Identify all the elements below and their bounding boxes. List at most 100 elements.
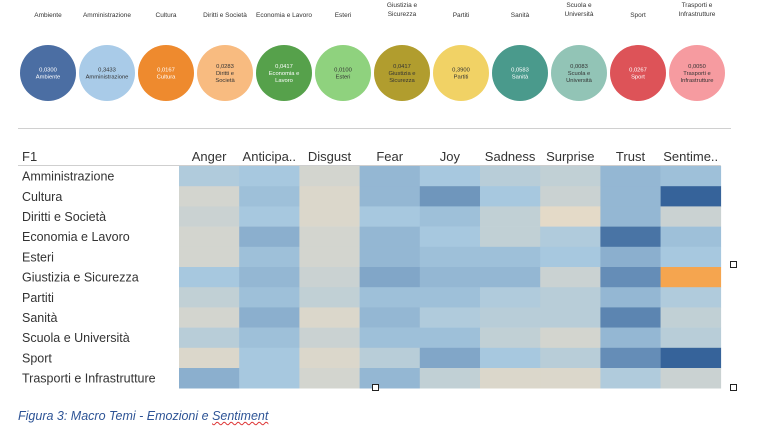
bubble-value: 0,3433 [98, 67, 116, 73]
column-label: Trust [616, 149, 646, 164]
bubble-name: Trasporti e [683, 71, 711, 77]
heatmap-cell [660, 327, 722, 349]
heatmap-cell [540, 267, 601, 288]
heatmap-cell [480, 347, 541, 369]
heatmap-cell [660, 347, 722, 369]
heatmap-cell [600, 347, 661, 369]
heatmap-cell [239, 226, 300, 248]
heatmap-cell [419, 226, 481, 248]
resize-handle-corner[interactable] [730, 384, 737, 391]
heatmap-cell [600, 166, 661, 187]
heatmap-cell [299, 307, 360, 328]
topic-bubble-chart: Ambiente 0,0300 Ambiente Amministrazione 0,3… [20, 2, 725, 101]
bubble-name: Sicurezza [389, 78, 415, 84]
bubble-name: Sport [631, 75, 645, 81]
bubble-name: Partiti [454, 75, 469, 81]
topic-bubble [669, 45, 725, 101]
divider [18, 128, 731, 129]
heatmap-cell [419, 347, 481, 369]
heatmap-cell [239, 307, 300, 328]
heatmap-cell [239, 166, 300, 187]
topic-header-label: Sanità [511, 12, 530, 19]
bubble-value: 0,0417 [393, 64, 411, 70]
heatmap-cell [540, 287, 601, 308]
heatmap-cell [419, 267, 481, 288]
heatmap-cell [600, 206, 661, 227]
heatmap-cell [600, 287, 661, 308]
heatmap-cell [179, 267, 240, 288]
bubble-name: Università [566, 78, 593, 84]
heatmap-cell [359, 267, 421, 288]
resize-handle-right[interactable] [730, 261, 737, 268]
heatmap-cell [359, 347, 421, 369]
heatmap-cell [660, 226, 722, 248]
bubble-value: 0,0300 [39, 67, 57, 73]
heatmap-cell [299, 287, 360, 308]
bubble-name: Sanità [512, 75, 529, 81]
heatmap-cell [179, 226, 240, 248]
bubble-value: 0,0267 [629, 67, 647, 73]
heatmap-cell [600, 226, 661, 248]
heatmap-cell [299, 327, 360, 349]
heatmap-cell [540, 368, 601, 389]
heatmap-cell [480, 368, 541, 389]
topic-header-label: Ambiente [34, 12, 62, 19]
row-label: Scuola e Università [22, 331, 130, 345]
bubble-name: Ambiente [36, 75, 61, 81]
topic-header-label: Sport [630, 12, 646, 19]
heatmap-cell [359, 307, 421, 328]
heatmap-cell [600, 327, 661, 349]
heatmap-cell [480, 287, 541, 308]
bubble-value: 0,0583 [511, 67, 529, 73]
heatmap-cell [600, 267, 661, 288]
topic-bubble [374, 45, 430, 101]
heatmap-cell [480, 267, 541, 288]
row-label: Giustizia e Sicurezza [22, 271, 139, 285]
heatmap-cell [359, 226, 421, 248]
heatmap-cell [179, 327, 240, 349]
heatmap-cell [299, 246, 360, 268]
heatmap-cell [480, 307, 541, 328]
heatmap-cell [179, 246, 240, 268]
topic-header-label: Partiti [453, 12, 470, 19]
row-label: Trasporti e Infrastrutture [22, 372, 156, 386]
column-label: Anticipa.. [243, 149, 296, 164]
column-label: Surprise [546, 149, 594, 164]
bubble-name: Scuola e [568, 71, 591, 77]
row-label: Cultura [22, 190, 62, 204]
heatmap-cell [179, 186, 240, 207]
heatmap-cell [239, 287, 300, 308]
topic-header-label: Cultura [156, 12, 177, 19]
bubble-name: Esteri [336, 75, 351, 81]
row-label: Diritti e Società [22, 210, 106, 224]
heatmap-cell [660, 368, 722, 389]
heatmap-cell [660, 246, 722, 268]
topic-bubble [610, 45, 666, 101]
topic-header-label: Trasporti e [682, 2, 713, 9]
heatmap-cell [419, 206, 481, 227]
row-label: Sanità [22, 311, 57, 325]
heatmap-cell [179, 347, 240, 369]
heatmap-cell [239, 368, 300, 389]
heatmap-cell [239, 206, 300, 227]
heatmap-cell [540, 226, 601, 248]
resize-handle-bottom[interactable] [372, 384, 379, 391]
heatmap-cell [600, 368, 661, 389]
column-label: Sadness [485, 149, 536, 164]
heatmap-cell [540, 307, 601, 328]
heatmap-cell [299, 226, 360, 248]
bubble-value: 0,0417 [275, 64, 293, 70]
row-label: Economia e Lavoro [22, 230, 130, 244]
heatmap-cell [359, 186, 421, 207]
bubble-value: 0,0283 [216, 64, 234, 70]
heatmap-cell [419, 368, 481, 389]
caption-text: Figura 3: Macro Temi - Emozioni e [18, 409, 213, 423]
heatmap-cell [419, 186, 481, 207]
column-label: Sentime.. [663, 149, 718, 164]
topic-header-label: Università [565, 11, 594, 18]
row-label: Esteri [22, 250, 54, 264]
heatmap-cell [480, 186, 541, 207]
heatmap-cell [660, 287, 722, 308]
bubble-name: Infrastrutture [681, 78, 714, 84]
topic-bubble [492, 45, 548, 101]
